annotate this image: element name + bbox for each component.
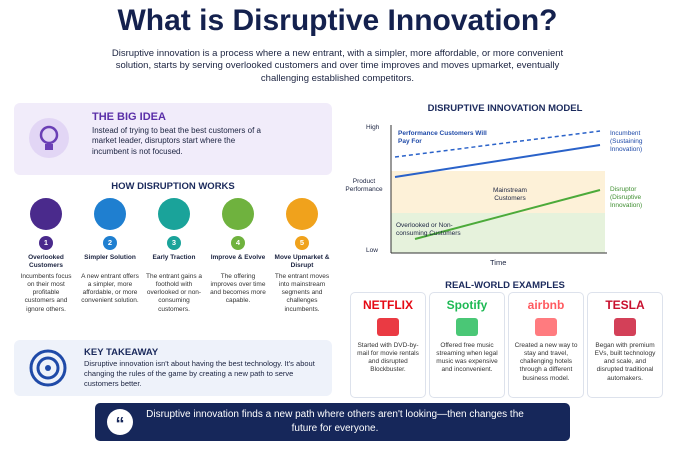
step-text: Incumbents focus on their most profitabl… [20,273,72,313]
example-text: Offered free music streaming when legal … [436,342,498,374]
big-idea-heading: THE BIG IDEA [92,111,166,123]
performance-label: Performance Customers Will Pay For [398,130,487,145]
example-text: Created a new way to stay and travel, ch… [514,342,578,382]
quote-icon: “ [107,409,133,435]
quote: Disruptive innovation finds a new path w… [146,409,524,434]
how-heading: HOW DISRUPTION WORKS [111,181,235,192]
big-idea-box: THE BIG IDEA Instead of trying to beat t… [14,103,332,175]
step-number: 4 [231,236,245,250]
model-chart [390,125,607,254]
target-icon [29,349,67,387]
step-title: Early Traction [152,254,196,261]
step-number: 5 [295,236,309,250]
step-number: 1 [39,236,53,250]
title: What is Disruptive Innovation? [117,4,558,37]
step-title: Simpler Solution [84,254,136,261]
incumbent-label: Incumbent (Sustaining Innovation) [610,130,643,153]
model-title: DISRUPTIVE INNOVATION MODEL [427,103,583,114]
quote-bar: “ Disruptive innovation finds a new path… [95,403,570,441]
brand: NETFLIX [363,298,413,312]
takeaway-box: KEY TAKEAWAY Disruptive innovation isn't… [14,340,332,396]
example-card [429,292,505,398]
disruptor-label: Disruptor (Disruptive Innovation) [610,186,643,209]
sustaining-line [394,144,601,178]
intro: Disruptive innovation is a process where… [111,48,564,84]
step-number: 2 [103,236,117,250]
step-text: A new entrant offers a simpler, more aff… [81,273,139,305]
disruptor-line [414,189,601,240]
x-label: Time [490,258,507,267]
step-number: 3 [167,236,181,250]
step-title: Move Upmarket & Disrupt [274,254,330,270]
example-text: Started with DVD-by-mail for movie renta… [357,342,419,374]
brand: airbnb [527,298,565,312]
example-text: Began with premium EVs, built technology… [594,342,656,382]
example-icon [456,318,478,336]
step-icon [30,198,62,230]
step-text: The entrant gains a foothold with overlo… [145,273,202,313]
step-title: Improve & Evolve [210,254,266,261]
takeaway-heading: KEY TAKEAWAY [84,347,159,358]
mainstream-band [391,171,605,213]
step-icon [222,198,254,230]
overlooked-label: Overlooked or Non-consuming Customers [396,222,461,237]
example-card [350,292,426,398]
overlooked-band [391,213,605,253]
brand: Spotify [446,298,488,312]
example-card [508,292,584,398]
step-icon [158,198,190,230]
brand: TESLA [605,298,645,312]
step-icon [286,198,318,230]
example-card [587,292,663,398]
y-low: Low [366,247,378,254]
step-title: Overlooked Customers [28,254,64,270]
example-icon [535,318,557,336]
step-text: The entrant moves into mainstream segmen… [274,273,330,313]
example-icon [377,318,399,336]
examples-heading: REAL-WORLD EXAMPLES [445,280,565,291]
big-idea-text: Instead of trying to beat the best custo… [92,126,261,156]
y-label: Product Performance [345,178,383,193]
mainstream-label: Mainstream Customers [493,187,527,202]
bulb-icon [29,118,69,158]
y-high: High [366,124,380,131]
step-icon [94,198,126,230]
step-text: The offering improves over time and beco… [210,273,266,305]
takeaway-text: Disruptive innovation isn't about having… [84,359,315,388]
example-icon [614,318,636,336]
